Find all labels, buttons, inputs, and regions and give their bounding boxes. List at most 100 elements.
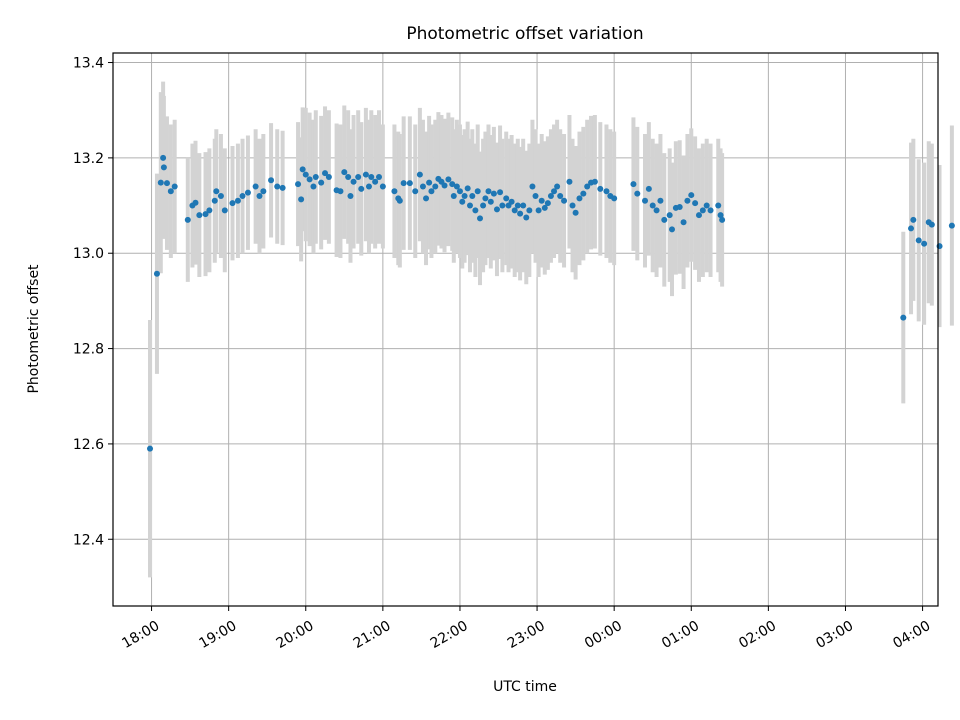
data-point bbox=[358, 185, 365, 192]
data-point bbox=[365, 183, 372, 190]
data-point bbox=[322, 170, 329, 177]
data-point bbox=[459, 198, 466, 205]
data-point bbox=[477, 215, 484, 222]
data-point bbox=[642, 197, 649, 204]
data-point bbox=[715, 202, 722, 209]
data-point bbox=[306, 176, 313, 183]
data-point bbox=[345, 173, 352, 180]
data-point bbox=[391, 188, 398, 195]
data-point bbox=[666, 212, 673, 219]
data-point bbox=[557, 193, 564, 200]
data-point bbox=[302, 171, 309, 178]
y-axis-label: Photometric offset bbox=[26, 264, 42, 394]
data-point bbox=[703, 202, 710, 209]
data-point bbox=[948, 222, 955, 229]
data-point bbox=[347, 193, 354, 200]
x-axis-label: UTC time bbox=[493, 679, 557, 695]
y-tick-label: 13.0 bbox=[73, 246, 104, 262]
data-point bbox=[692, 200, 699, 207]
data-point bbox=[396, 197, 403, 204]
data-point bbox=[645, 185, 652, 192]
data-point bbox=[295, 181, 302, 188]
data-point bbox=[379, 183, 386, 190]
data-point bbox=[699, 207, 706, 214]
data-point bbox=[466, 202, 473, 209]
data-point bbox=[355, 173, 362, 180]
data-point bbox=[211, 197, 218, 204]
data-point bbox=[580, 190, 587, 197]
data-point bbox=[511, 207, 518, 214]
chart-title: Photometric offset variation bbox=[406, 24, 643, 44]
data-point bbox=[719, 216, 726, 223]
data-point bbox=[274, 183, 281, 190]
data-point bbox=[461, 193, 468, 200]
data-point bbox=[541, 204, 548, 211]
data-point bbox=[298, 196, 305, 203]
data-point bbox=[406, 180, 413, 187]
data-point bbox=[160, 154, 167, 161]
data-point bbox=[412, 188, 419, 195]
data-point bbox=[184, 216, 191, 223]
data-point bbox=[372, 178, 379, 185]
data-point bbox=[576, 195, 583, 202]
y-tick-label: 12.8 bbox=[73, 342, 104, 358]
data-point bbox=[234, 197, 241, 204]
data-point bbox=[569, 202, 576, 209]
data-point bbox=[921, 240, 928, 247]
data-point bbox=[256, 193, 263, 200]
data-point bbox=[310, 183, 317, 190]
data-point bbox=[680, 219, 687, 226]
data-point bbox=[566, 178, 573, 185]
data-point bbox=[480, 202, 487, 209]
data-point bbox=[469, 193, 476, 200]
data-point bbox=[445, 176, 452, 183]
data-point bbox=[160, 164, 167, 171]
data-point bbox=[688, 192, 695, 199]
data-point bbox=[517, 210, 524, 217]
data-point bbox=[695, 212, 702, 219]
data-point bbox=[416, 171, 423, 178]
data-point bbox=[260, 188, 267, 195]
data-point bbox=[538, 197, 545, 204]
data-point bbox=[493, 206, 500, 213]
data-point bbox=[554, 183, 561, 190]
data-point bbox=[423, 195, 430, 202]
data-point bbox=[482, 195, 489, 202]
data-point bbox=[591, 178, 598, 185]
data-point bbox=[908, 225, 915, 232]
data-point bbox=[584, 183, 591, 190]
data-point bbox=[487, 198, 494, 205]
data-point bbox=[368, 173, 375, 180]
y-tick-label: 12.6 bbox=[73, 437, 104, 453]
data-point bbox=[217, 193, 224, 200]
data-point bbox=[503, 195, 510, 202]
y-tick-label: 13.4 bbox=[73, 56, 104, 72]
data-point bbox=[532, 193, 539, 200]
data-point bbox=[192, 199, 199, 206]
data-point bbox=[419, 183, 426, 190]
y-tick-label: 13.2 bbox=[73, 151, 104, 167]
y-tick-label: 12.4 bbox=[73, 532, 104, 548]
data-point bbox=[202, 211, 209, 218]
data-point bbox=[167, 188, 174, 195]
data-point bbox=[312, 173, 319, 180]
data-point bbox=[432, 183, 439, 190]
data-point bbox=[147, 445, 154, 452]
data-point bbox=[428, 188, 435, 195]
data-point bbox=[597, 185, 604, 192]
data-point bbox=[707, 207, 714, 214]
data-point bbox=[561, 197, 568, 204]
data-point bbox=[229, 200, 236, 207]
data-point bbox=[163, 180, 170, 187]
data-point bbox=[535, 207, 542, 214]
data-point bbox=[572, 209, 579, 216]
data-point bbox=[634, 190, 641, 197]
data-point bbox=[717, 212, 724, 219]
data-point bbox=[268, 177, 275, 184]
plot-frame bbox=[112, 52, 939, 607]
data-point bbox=[426, 179, 433, 186]
data-point bbox=[514, 202, 521, 209]
data-point bbox=[551, 188, 558, 195]
data-point bbox=[684, 197, 691, 204]
